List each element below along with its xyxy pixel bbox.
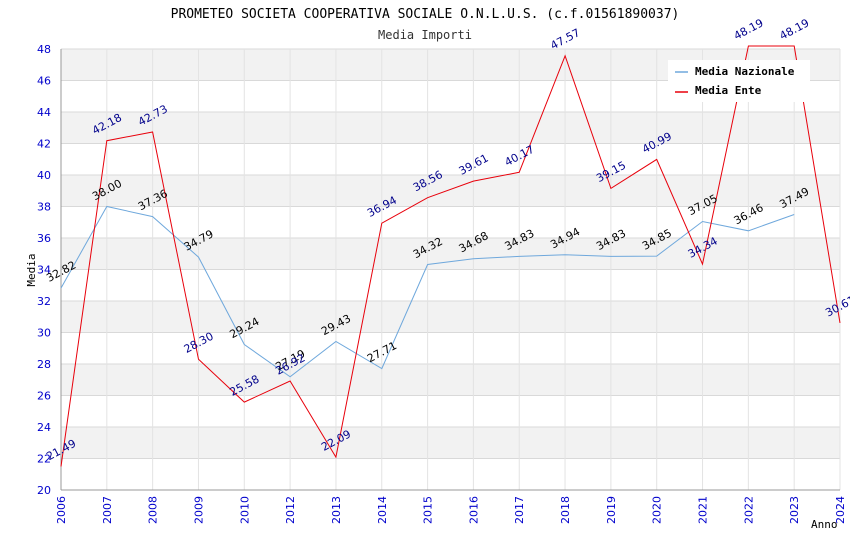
x-tick-label: 2006	[55, 496, 68, 524]
y-tick-label: 28	[37, 358, 51, 371]
plot-band	[61, 238, 840, 270]
x-tick-label: 2021	[697, 496, 710, 524]
y-tick-label: 34	[37, 264, 51, 277]
data-label-media-ente: 48.19	[777, 16, 811, 42]
x-tick-label: 2017	[513, 496, 526, 524]
plot-band	[61, 395, 840, 427]
plot-band	[61, 301, 840, 333]
y-tick-label: 48	[37, 43, 51, 56]
x-tick-label: 2014	[376, 496, 389, 524]
x-tick-label: 2018	[559, 496, 572, 524]
y-tick-label: 30	[37, 327, 51, 340]
chart-title: PROMETEO SOCIETA COOPERATIVA SOCIALE O.N…	[171, 7, 680, 22]
plot-background	[61, 49, 840, 490]
y-tick-label: 42	[37, 138, 51, 151]
x-tick-label: 2007	[101, 496, 114, 524]
legend-label-media-ente: Media Ente	[695, 84, 762, 97]
y-tick-labels: 20 22 24 26 28 30 32 34 36 38 40 42 44 46 48	[37, 43, 51, 497]
plot-band	[61, 143, 840, 175]
y-tick-label: 32	[37, 295, 51, 308]
x-tick-label: 2023	[788, 496, 801, 524]
plot-band	[61, 175, 840, 207]
y-tick-label: 26	[37, 390, 51, 403]
x-axis-label: Anno	[811, 518, 838, 531]
x-tick-label: 2008	[147, 496, 160, 524]
legend-box	[668, 60, 810, 102]
x-tick-label: 2010	[238, 496, 251, 524]
x-tick-label: 2022	[742, 496, 755, 524]
axes	[60, 49, 840, 491]
y-axis-label: Media	[25, 253, 38, 286]
legend-label-media-nazionale: Media Nazionale	[695, 65, 795, 78]
x-tick-label: 2013	[330, 496, 343, 524]
legend: Media Nazionale Media Ente	[668, 60, 810, 102]
x-tick-label: 2016	[467, 496, 480, 524]
plot-band	[61, 427, 840, 459]
plot-band	[61, 112, 840, 144]
data-label-media-ente: 48.19	[732, 16, 766, 42]
y-tick-label: 44	[37, 106, 51, 119]
chart-subtitle: Media Importi	[378, 28, 472, 42]
plot-band	[61, 364, 840, 396]
x-tick-label: 2015	[422, 496, 435, 524]
x-tick-labels: 2006 2007 2008 2009 2010 2012 2013 2014 2015 2016…	[55, 496, 847, 524]
y-tick-label: 24	[37, 421, 51, 434]
x-tick-label: 2020	[651, 496, 664, 524]
x-tick-label: 2024	[834, 496, 847, 524]
x-tick-label: 2019	[605, 496, 618, 524]
y-tick-label: 22	[37, 453, 51, 466]
series-line-media-nazionale	[60, 205, 795, 378]
y-tick-label: 46	[37, 75, 51, 88]
gridlines	[60, 48, 841, 491]
x-tick-label: 2012	[284, 496, 297, 524]
plot-band	[61, 458, 840, 490]
series-lines	[60, 45, 841, 467]
plot-band	[61, 269, 840, 301]
x-tick-label: 2009	[192, 496, 205, 524]
plot-band	[61, 206, 840, 238]
plot-band	[61, 332, 840, 364]
y-tick-label: 38	[37, 201, 51, 214]
series-line-media-ente	[60, 45, 841, 467]
y-tick-label: 40	[37, 169, 51, 182]
y-tick-label: 36	[37, 232, 51, 245]
data-label-media-ente: 47.57	[548, 26, 582, 52]
y-tick-label: 20	[37, 484, 51, 497]
